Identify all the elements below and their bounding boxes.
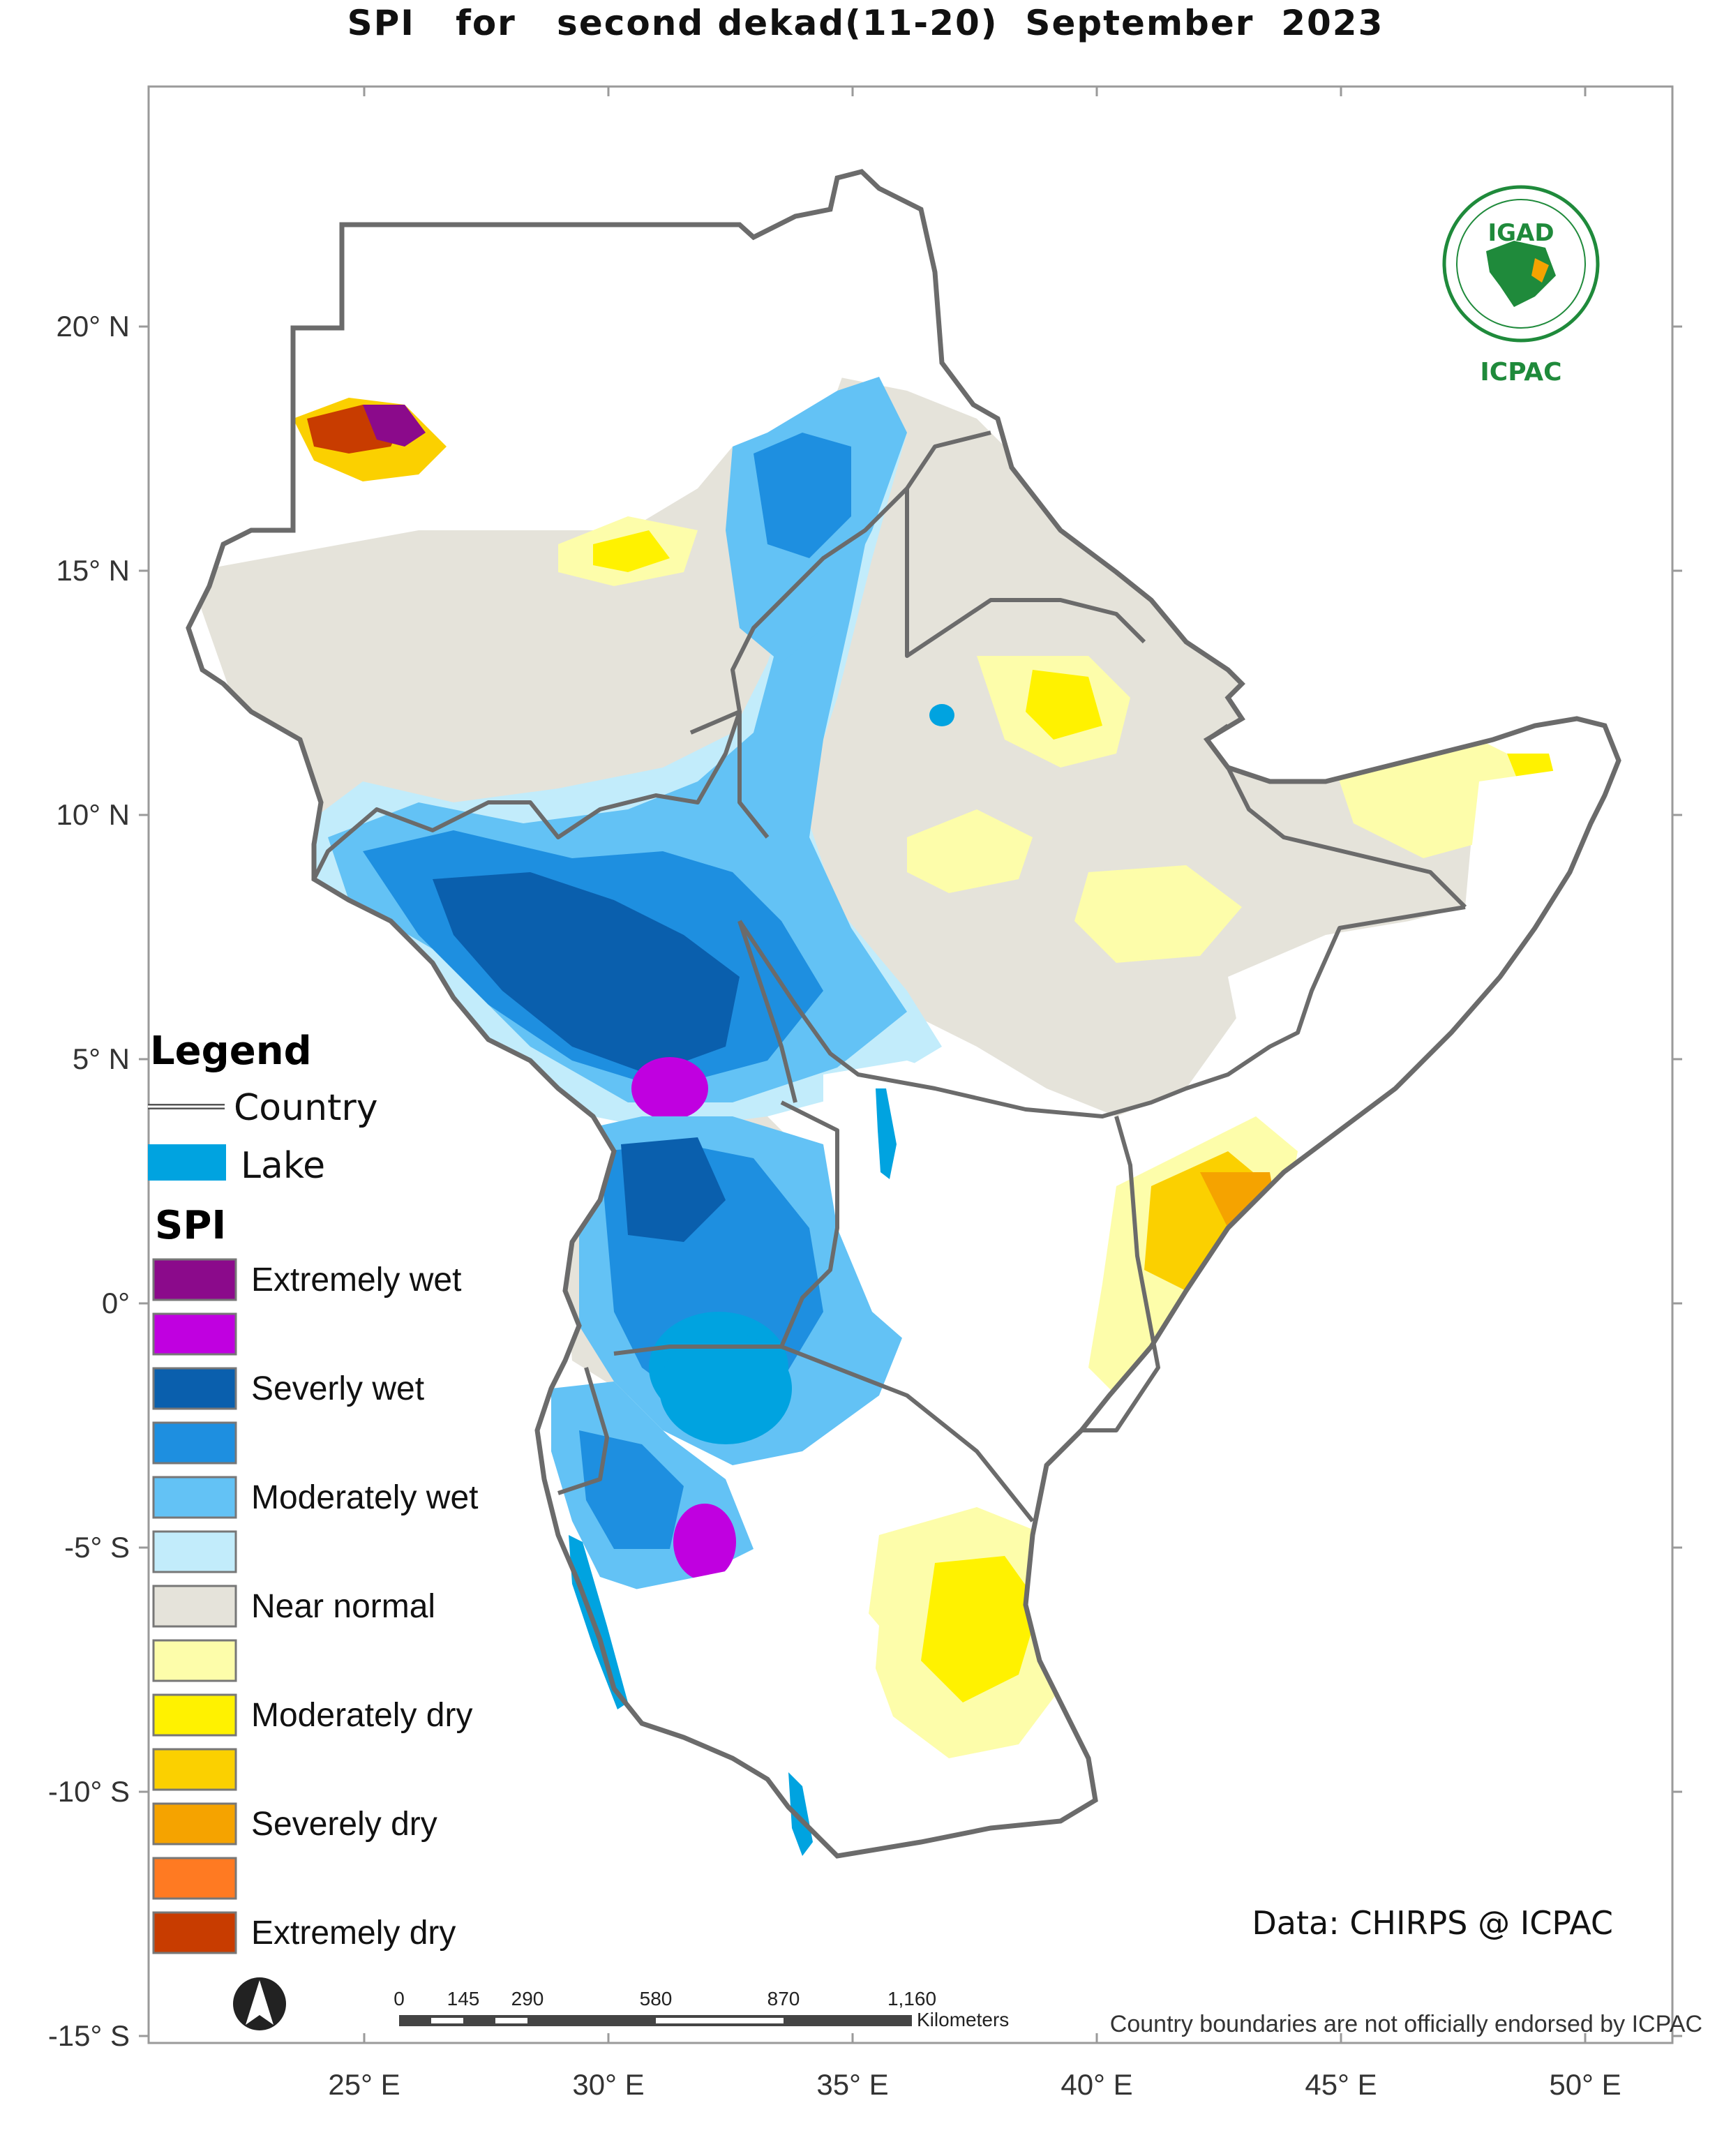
graticule-ticks — [139, 87, 1682, 2043]
lake-tana — [929, 704, 954, 726]
legend-country-label: Country — [234, 1087, 378, 1129]
y-tick-label: 15° N — [56, 554, 130, 587]
y-tick-label: -5° S — [64, 1531, 130, 1564]
x-tick-label: 30° E — [572, 2068, 644, 2101]
data-credit: Data: CHIRPS @ ICPAC — [1252, 1904, 1613, 1942]
spi-class-swatch — [152, 1421, 237, 1465]
spi-class-label: Extremely wet — [251, 1262, 461, 1298]
lake-malawi — [788, 1772, 813, 1856]
y-tick-label: 0° — [102, 1287, 130, 1319]
map-frame — [147, 85, 1674, 2044]
scale-tick-label: 290 — [511, 1988, 544, 2009]
y-tick-label: -15° S — [48, 2019, 130, 2052]
spi-class-swatch — [152, 1258, 237, 1301]
scale-tick-label: 580 — [640, 1988, 673, 2009]
spi-class-swatch — [152, 1639, 237, 1682]
y-tick-label: -10° S — [48, 1775, 130, 1808]
spi-class-swatch — [152, 1802, 237, 1846]
scale-tick-label: 1,160 — [887, 1988, 936, 2009]
x-tick-label: 50° E — [1549, 2068, 1621, 2101]
legend-lake-swatch — [148, 1144, 226, 1181]
lake-victoria — [659, 1333, 792, 1444]
map-title: SPI for second dekad(11-20) September 20… — [347, 3, 1384, 43]
y-tick-label: 10° N — [56, 798, 130, 831]
spi-class-swatch — [152, 1585, 237, 1628]
legend-lake-label: Lake — [241, 1145, 325, 1187]
spi-class-label: Moderately wet — [251, 1479, 478, 1516]
x-tick-label: 40° E — [1061, 2068, 1132, 2101]
spi-class-swatch — [152, 1476, 237, 1519]
spi-class-swatch — [152, 1530, 237, 1573]
spi-class-swatch — [152, 1748, 237, 1791]
scale-tick-label: 0 — [394, 1988, 405, 2009]
spi-class-swatch — [152, 1312, 237, 1356]
spi-class-label: Moderately dry — [251, 1697, 472, 1734]
spi-class-label: Severely dry — [251, 1806, 437, 1843]
country-boundaries — [312, 431, 1467, 1522]
scale-bar: 0 145 290 580 870 1,160 Kilometers — [394, 1988, 1009, 2030]
y-tick-label: 5° N — [73, 1042, 130, 1075]
spi-class-label: Severly wet — [251, 1370, 424, 1407]
scale-unit: Kilometers — [917, 2009, 1009, 2030]
legend: Legend Country Lake SPI Extremely wet Sev… — [148, 1028, 478, 1954]
x-tick-labels: 25° E 30° E 35° E 40° E 45° E 50° E — [328, 2068, 1621, 2101]
boundary-disclaimer: Country boundaries are not officially en… — [1110, 2011, 1702, 2037]
spi-class-label: Near normal — [251, 1588, 435, 1625]
x-tick-label: 45° E — [1305, 2068, 1377, 2101]
logo-bottom-text: ICPAC — [1480, 358, 1561, 387]
spi-class-swatch — [152, 1911, 237, 1954]
spi-class-swatch — [152, 1367, 237, 1410]
legend-spi-heading: SPI — [155, 1203, 226, 1248]
scale-tick-label: 145 — [447, 1988, 480, 2009]
scale-tick-label: 870 — [767, 1988, 800, 2009]
x-tick-label: 25° E — [328, 2068, 400, 2101]
lake-turkana — [876, 1088, 897, 1179]
spi-class-swatch — [152, 1693, 237, 1737]
lake-tanganyika — [569, 1535, 628, 1709]
legend-heading: Legend — [150, 1028, 312, 1074]
y-tick-label: 20° N — [56, 310, 130, 343]
spi-class-label: Extremely dry — [251, 1915, 456, 1952]
logo-top-text: IGAD — [1488, 219, 1554, 247]
north-arrow-icon — [233, 1977, 286, 2030]
spi-class-swatch — [152, 1857, 237, 1900]
y-tick-labels: 20° N 15° N 10° N 5° N 0° -5° S -10° S -15° S — [48, 310, 130, 2052]
igad-logo: IGAD ICPAC — [1442, 185, 1600, 387]
lakes — [569, 704, 954, 1856]
spi-class-list: Extremely wet Severly wet Moderately wet Ne… — [152, 1258, 478, 1954]
x-tick-label: 35° E — [816, 2068, 888, 2101]
